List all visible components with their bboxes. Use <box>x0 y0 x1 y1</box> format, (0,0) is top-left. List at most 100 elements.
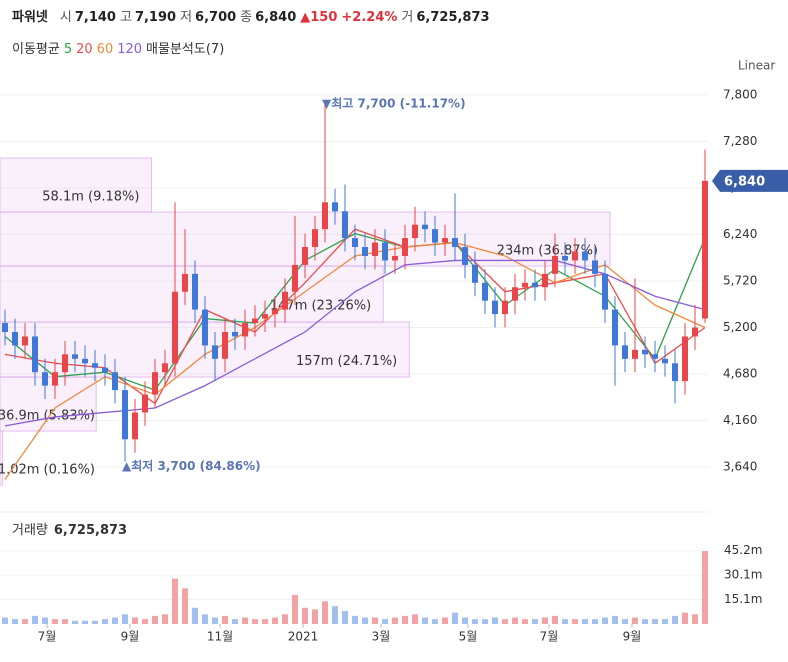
volume-bar <box>392 617 398 624</box>
volume-bar <box>22 619 28 624</box>
candle-body <box>382 242 388 261</box>
volume-tick-label: 45.2m <box>724 543 762 557</box>
candle-body <box>702 180 708 319</box>
candle-body <box>32 336 38 373</box>
candle-body <box>642 349 648 355</box>
volume-bar <box>692 614 698 624</box>
candle-body <box>532 282 538 288</box>
volume-bar <box>12 619 18 624</box>
candle-body <box>132 412 138 440</box>
candle-body <box>122 390 128 440</box>
field-label: 거 <box>401 10 414 25</box>
price-tag-label: 6,840 <box>724 174 765 189</box>
volume-bar <box>402 615 408 624</box>
candle-body <box>692 327 698 337</box>
volume-bar <box>282 614 288 624</box>
y-tick-label: 6,240 <box>723 227 757 241</box>
candle-body <box>232 331 238 337</box>
volume-bar <box>422 617 428 624</box>
volume-bar <box>502 619 508 624</box>
legend: 이동평균 5 20 60 120 매물분석도(7) <box>12 38 228 57</box>
y-tick-label: 3,640 <box>723 459 757 473</box>
candle-body <box>212 345 218 359</box>
volume-profile-bar <box>0 376 97 432</box>
volume-title: 거래량 6,725,873 <box>12 523 127 538</box>
y-tick-label: 7,800 <box>723 88 757 102</box>
header: 파워넷 시 7,140 고 7,190 저 6,700 종 6,840 ▲150 +2.24% 거 6,… <box>12 6 490 25</box>
volume-bar <box>592 619 598 624</box>
candle-body <box>662 358 668 364</box>
legend-entry: 20 <box>76 42 93 57</box>
candle-body <box>542 273 548 288</box>
candle-body <box>592 260 598 274</box>
candle-body <box>252 318 258 324</box>
volume-bar <box>652 619 658 624</box>
legend-title: 이동평균 <box>12 42 60 57</box>
field-label: 종 <box>240 10 253 25</box>
candle-body <box>142 394 148 413</box>
volume-title-text: 거래량 <box>12 523 48 538</box>
candle-body <box>472 264 478 283</box>
low-annotation: ▲최저 3,700 (84.86%) <box>122 458 261 473</box>
candle-body <box>192 273 198 310</box>
volume-bar <box>702 551 708 624</box>
candle-body <box>612 309 618 346</box>
candle-body <box>452 238 458 248</box>
y-tick-label: 5,200 <box>723 320 757 334</box>
candle-body <box>512 287 518 301</box>
candle-body <box>162 363 168 373</box>
candle-body <box>572 251 578 261</box>
volume-bar <box>2 617 8 624</box>
field-value: 6,700 <box>195 10 237 25</box>
legend-entry: 120 <box>117 42 143 57</box>
volume-profile-bar <box>0 157 152 213</box>
volume-bar <box>182 588 188 624</box>
high-annotation: ▼최고 7,700 (-11.17%) <box>322 95 466 110</box>
volume-bar <box>192 607 198 624</box>
field-label: 고 <box>119 10 132 25</box>
candle-body <box>392 255 398 261</box>
volume-bar <box>432 619 438 624</box>
volume-bar <box>142 619 148 624</box>
volume-bar <box>322 601 328 624</box>
candle-body <box>562 255 568 261</box>
candle-body <box>272 309 278 315</box>
volume-bar <box>352 615 358 624</box>
candle-body <box>682 336 688 382</box>
candle-body <box>2 323 8 332</box>
y-tick-label: 4,160 <box>723 413 757 427</box>
volume-bar <box>582 619 588 624</box>
volume-bar <box>612 615 618 624</box>
candle-body <box>582 251 588 261</box>
x-tick-label: 11월 <box>207 630 233 644</box>
candle-body <box>412 224 418 239</box>
candle-body <box>202 309 208 346</box>
volume-bar <box>62 619 68 624</box>
candle-body <box>492 300 498 315</box>
volume-bar <box>562 619 568 624</box>
candle-body <box>342 211 348 239</box>
volume-bar <box>462 617 468 624</box>
candle-body <box>282 291 288 310</box>
field-value: 7,140 <box>74 10 116 25</box>
volume-bar <box>382 619 388 624</box>
stock-name: 파워넷 <box>12 10 48 25</box>
candle-body <box>262 314 268 319</box>
legend-entry: 60 <box>96 42 114 57</box>
x-tick-label: 7월 <box>38 630 57 644</box>
volume-bar <box>232 619 238 624</box>
candle-body <box>62 354 68 373</box>
volume-bar <box>292 594 298 624</box>
volume-bar <box>632 617 638 624</box>
volume-bar <box>472 619 478 624</box>
x-tick-label: 3월 <box>372 630 391 644</box>
candle-body <box>602 273 608 310</box>
volume-bar <box>252 619 258 624</box>
volume-bar <box>312 609 318 624</box>
candle-body <box>92 363 98 368</box>
volume-bar <box>602 617 608 624</box>
candle-body <box>182 273 188 292</box>
volume-tick-label: 15.1m <box>724 592 762 606</box>
candle-body <box>352 238 358 248</box>
volume-bar <box>342 611 348 624</box>
